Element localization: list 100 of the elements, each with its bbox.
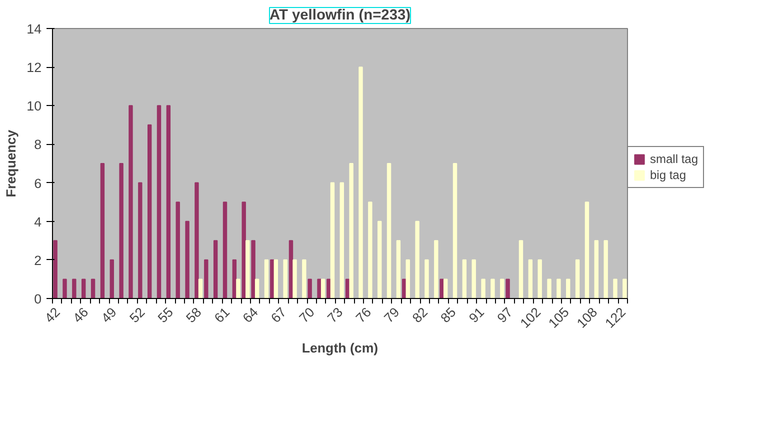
x-tick-label: 52 — [126, 304, 148, 326]
bar — [377, 220, 382, 298]
bar — [358, 66, 363, 298]
bar — [274, 259, 278, 298]
bar — [254, 278, 260, 298]
bar — [424, 259, 429, 298]
bar — [222, 202, 228, 298]
x-tick-label: 79 — [381, 304, 402, 326]
bar — [176, 202, 180, 298]
bar — [320, 278, 326, 298]
y-tick-label: 2 — [34, 252, 42, 268]
x-tick-label: 49 — [98, 304, 120, 326]
bar — [406, 259, 410, 298]
bar — [246, 240, 250, 298]
x-axis-title: Length (cm) — [302, 340, 378, 356]
y-tick-label: 4 — [34, 214, 42, 230]
x-tick-label: 97 — [494, 304, 516, 326]
bar — [308, 278, 312, 298]
legend-label: small tag — [650, 152, 698, 166]
x-tick-label: 76 — [352, 304, 374, 326]
x-tick-label: 82 — [409, 304, 430, 326]
bar — [556, 278, 561, 298]
bar — [251, 240, 256, 298]
bar — [138, 182, 142, 298]
y-tick-label: 14 — [26, 22, 42, 36]
bar — [213, 240, 218, 298]
bar — [100, 163, 105, 298]
x-tick-label: 91 — [466, 304, 488, 326]
bar — [156, 105, 162, 298]
x-tick-label: 61 — [211, 304, 233, 326]
bar — [415, 220, 420, 298]
x-tick-label: 64 — [240, 304, 262, 326]
bar — [528, 259, 533, 298]
bar — [110, 259, 114, 298]
bar — [340, 182, 344, 298]
bar — [330, 182, 335, 298]
bar — [452, 163, 458, 298]
bar — [443, 278, 448, 298]
bar — [128, 105, 133, 298]
bar — [119, 163, 124, 298]
bar — [386, 163, 392, 298]
bar — [147, 124, 152, 298]
bar — [326, 278, 331, 298]
x-tick-label: 67 — [268, 304, 290, 326]
chart-title: AT yellowfin (n=233) — [269, 8, 411, 24]
x-tick-label: 42 — [42, 304, 63, 326]
bar — [396, 240, 401, 298]
bar — [292, 259, 297, 298]
bar — [481, 278, 486, 298]
bar — [368, 202, 372, 298]
bar — [584, 202, 590, 298]
bar — [604, 240, 608, 298]
bar — [204, 259, 208, 298]
bar — [166, 105, 171, 298]
bar — [594, 240, 598, 298]
bar — [613, 278, 618, 298]
bar — [506, 278, 510, 298]
bar — [518, 240, 524, 298]
x-tick-label: 46 — [70, 304, 92, 326]
bar — [547, 278, 552, 298]
bar — [349, 163, 354, 298]
y-tick-label: 8 — [34, 137, 42, 152]
bar — [462, 259, 467, 298]
bar — [440, 278, 444, 298]
bar — [53, 240, 58, 298]
x-tick-label: 102 — [517, 304, 544, 331]
y-tick-label: 0 — [34, 292, 42, 306]
bar — [82, 278, 86, 298]
x-tick-label: 58 — [183, 304, 204, 326]
bar — [264, 259, 269, 298]
bar — [283, 259, 288, 298]
bar — [472, 259, 476, 298]
bar — [185, 220, 190, 298]
bar — [236, 278, 240, 298]
y-tick-label: 10 — [26, 98, 42, 114]
bar — [62, 278, 67, 298]
bar — [434, 240, 438, 298]
bar — [575, 259, 580, 298]
x-tick-label: 105 — [546, 304, 572, 331]
x-tick-label: 122 — [602, 304, 628, 331]
legend-label: big tag — [650, 168, 686, 182]
x-tick-label: 73 — [324, 304, 346, 326]
y-tick-label: 12 — [26, 60, 42, 76]
bar — [490, 278, 495, 298]
bar — [317, 278, 322, 298]
bar — [566, 278, 570, 298]
x-tick-label: 85 — [438, 304, 459, 326]
bar — [72, 278, 76, 298]
bar — [198, 278, 203, 298]
bar — [622, 278, 627, 298]
y-axis-title: Frequency — [4, 129, 19, 198]
bar — [402, 278, 406, 298]
bar — [90, 278, 96, 298]
bar — [500, 278, 504, 298]
bar — [270, 259, 274, 298]
x-tick-label: 70 — [296, 304, 318, 326]
bar — [302, 259, 306, 298]
x-tick-label: 108 — [574, 304, 600, 331]
bar — [538, 259, 542, 298]
x-tick-label: 55 — [154, 304, 176, 326]
